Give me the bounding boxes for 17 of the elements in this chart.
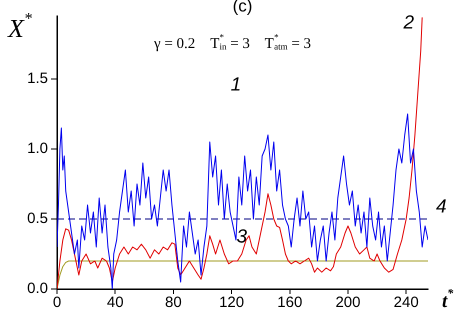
- x-tick-label: 0: [52, 294, 62, 311]
- x-axis-title: t*: [442, 286, 454, 311]
- x-tick-label: 240: [394, 294, 419, 311]
- y-axis-title: X*: [7, 10, 32, 43]
- annotation: 1: [230, 74, 242, 96]
- y-tick-label: 1.0: [27, 140, 48, 158]
- x-tick-label: 40: [106, 294, 124, 311]
- series-label: 4: [436, 196, 447, 218]
- x-tick-label: 120: [219, 294, 244, 311]
- annotation: 3: [236, 226, 248, 248]
- x-tick-label: 80: [165, 294, 182, 311]
- y-tick-label: 0.5: [27, 210, 48, 228]
- y-tick-label: 0.0: [27, 280, 48, 298]
- x-tick-label: 160: [277, 294, 302, 311]
- y-tick-label: 1.5: [27, 70, 48, 88]
- x-tick-label: 200: [335, 294, 360, 311]
- annotation: 2: [402, 12, 414, 34]
